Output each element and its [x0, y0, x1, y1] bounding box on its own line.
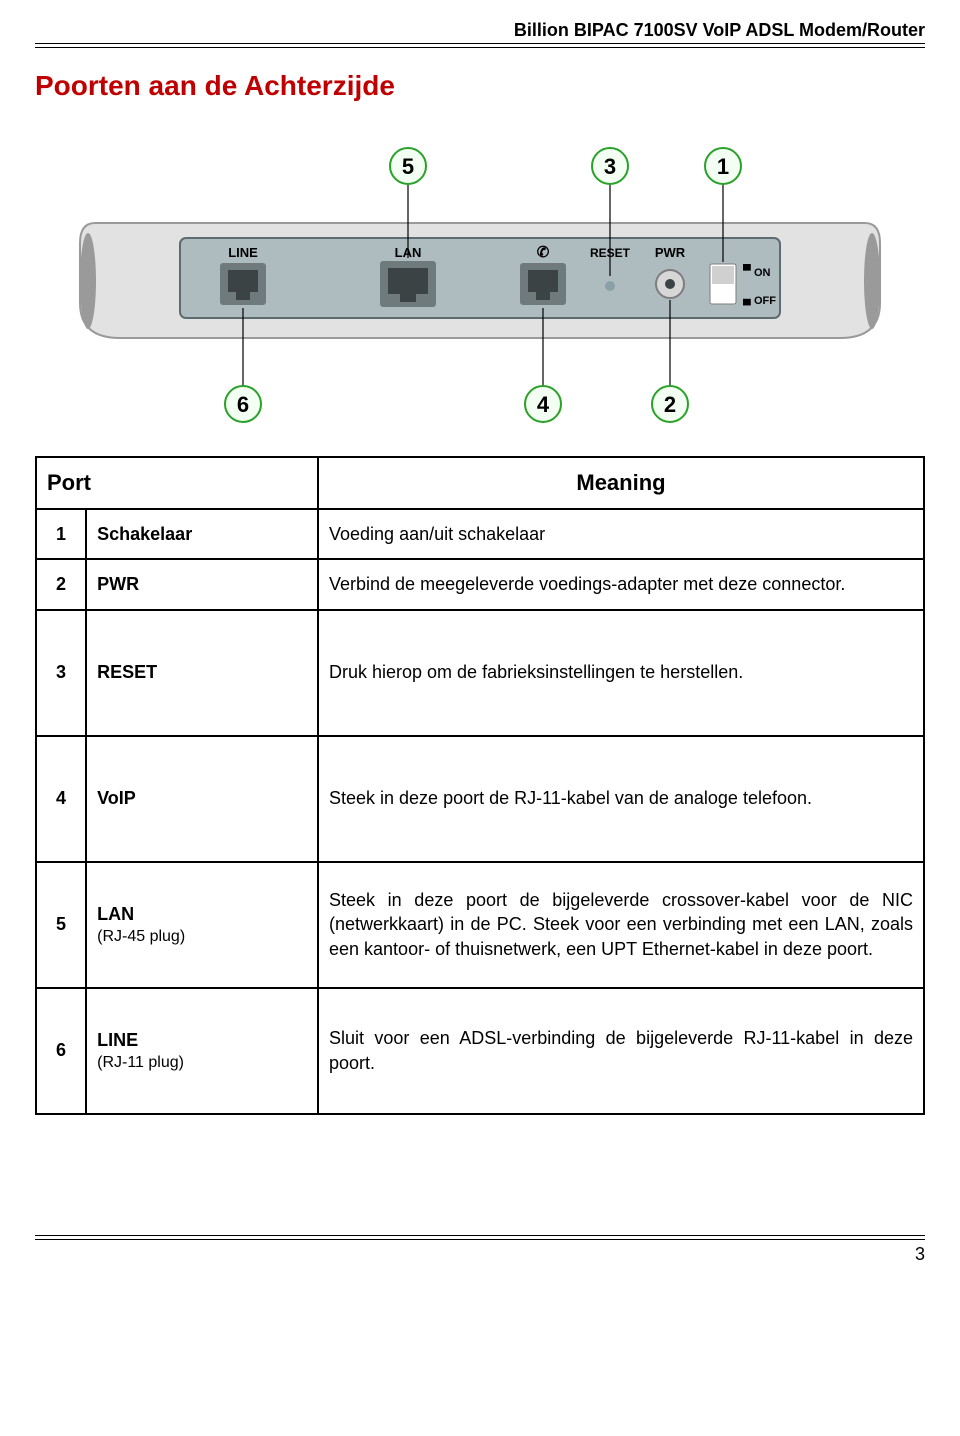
section-title: Poorten aan de Achterzijde — [35, 70, 925, 102]
row-name-sub: (RJ-11 plug) — [97, 1054, 184, 1071]
row-name: Schakelaar — [86, 509, 318, 559]
table-row: 2 PWR Verbind de meegeleverde voedings-a… — [36, 559, 924, 609]
table-header-row: Port Meaning — [36, 457, 924, 509]
meaning-header: Meaning — [318, 457, 924, 509]
row-desc: Druk hierop om de fabrieksinstellingen t… — [318, 610, 924, 736]
callout-1: 1 — [705, 148, 741, 184]
row-name: LINE (RJ-11 plug) — [86, 988, 318, 1114]
svg-text:6: 6 — [237, 392, 249, 417]
table-row: 1 Schakelaar Voeding aan/uit schakelaar — [36, 509, 924, 559]
svg-text:ON: ON — [754, 267, 771, 279]
row-name: PWR — [86, 559, 318, 609]
callout-4: 4 — [525, 386, 561, 422]
svg-text:1: 1 — [717, 154, 729, 179]
row-name-sub: (RJ-45 plug) — [97, 928, 185, 945]
ports-table: Port Meaning 1 Schakelaar Voeding aan/ui… — [35, 456, 925, 1115]
row-num: 5 — [36, 862, 86, 988]
svg-text:▀: ▀ — [743, 263, 751, 277]
page-number: 3 — [35, 1244, 925, 1265]
row-name: VoIP — [86, 736, 318, 862]
callout-6: 6 — [225, 386, 261, 422]
row-desc: Voeding aan/uit schakelaar — [318, 509, 924, 559]
svg-text:PWR: PWR — [655, 245, 686, 260]
row-num: 3 — [36, 610, 86, 736]
table-row: 3 RESET Druk hierop om de fabrieksinstel… — [36, 610, 924, 736]
row-name-main: LINE — [97, 1030, 138, 1050]
row-name: LAN (RJ-45 plug) — [86, 862, 318, 988]
row-desc: Steek in deze poort de bijgeleverde cros… — [318, 862, 924, 988]
callout-5: 5 — [390, 148, 426, 184]
svg-text:LINE: LINE — [228, 245, 258, 260]
row-desc: Verbind de meegeleverde voedings-adapter… — [318, 559, 924, 609]
row-num: 6 — [36, 988, 86, 1114]
svg-text:4: 4 — [537, 392, 550, 417]
svg-text:✆: ✆ — [537, 244, 550, 261]
row-desc: Steek in deze poort de RJ-11-kabel van d… — [318, 736, 924, 862]
row-num: 4 — [36, 736, 86, 862]
row-num: 1 — [36, 509, 86, 559]
row-name: RESET — [86, 610, 318, 736]
footer-rule — [35, 1235, 925, 1240]
svg-text:OFF: OFF — [754, 295, 776, 307]
rear-ports-diagram: LINE LAN ✆ RESET PWR ▀ ON ▄ OFF — [50, 108, 910, 428]
table-row: 5 LAN (RJ-45 plug) Steek in deze poort d… — [36, 862, 924, 988]
row-name-main: LAN — [97, 904, 134, 924]
svg-text:3: 3 — [604, 154, 616, 179]
table-row: 6 LINE (RJ-11 plug) Sluit voor een ADSL-… — [36, 988, 924, 1114]
table-row: 4 VoIP Steek in deze poort de RJ-11-kabe… — [36, 736, 924, 862]
svg-text:5: 5 — [402, 154, 414, 179]
svg-text:2: 2 — [664, 392, 676, 417]
callout-2: 2 — [652, 386, 688, 422]
row-num: 2 — [36, 559, 86, 609]
row-desc: Sluit voor een ADSL-verbinding de bijgel… — [318, 988, 924, 1114]
document-header: Billion BIPAC 7100SV VoIP ADSL Modem/Rou… — [35, 20, 925, 41]
header-rule — [35, 43, 925, 48]
svg-text:▄: ▄ — [743, 293, 751, 306]
callout-3: 3 — [592, 148, 628, 184]
port-header: Port — [36, 457, 318, 509]
